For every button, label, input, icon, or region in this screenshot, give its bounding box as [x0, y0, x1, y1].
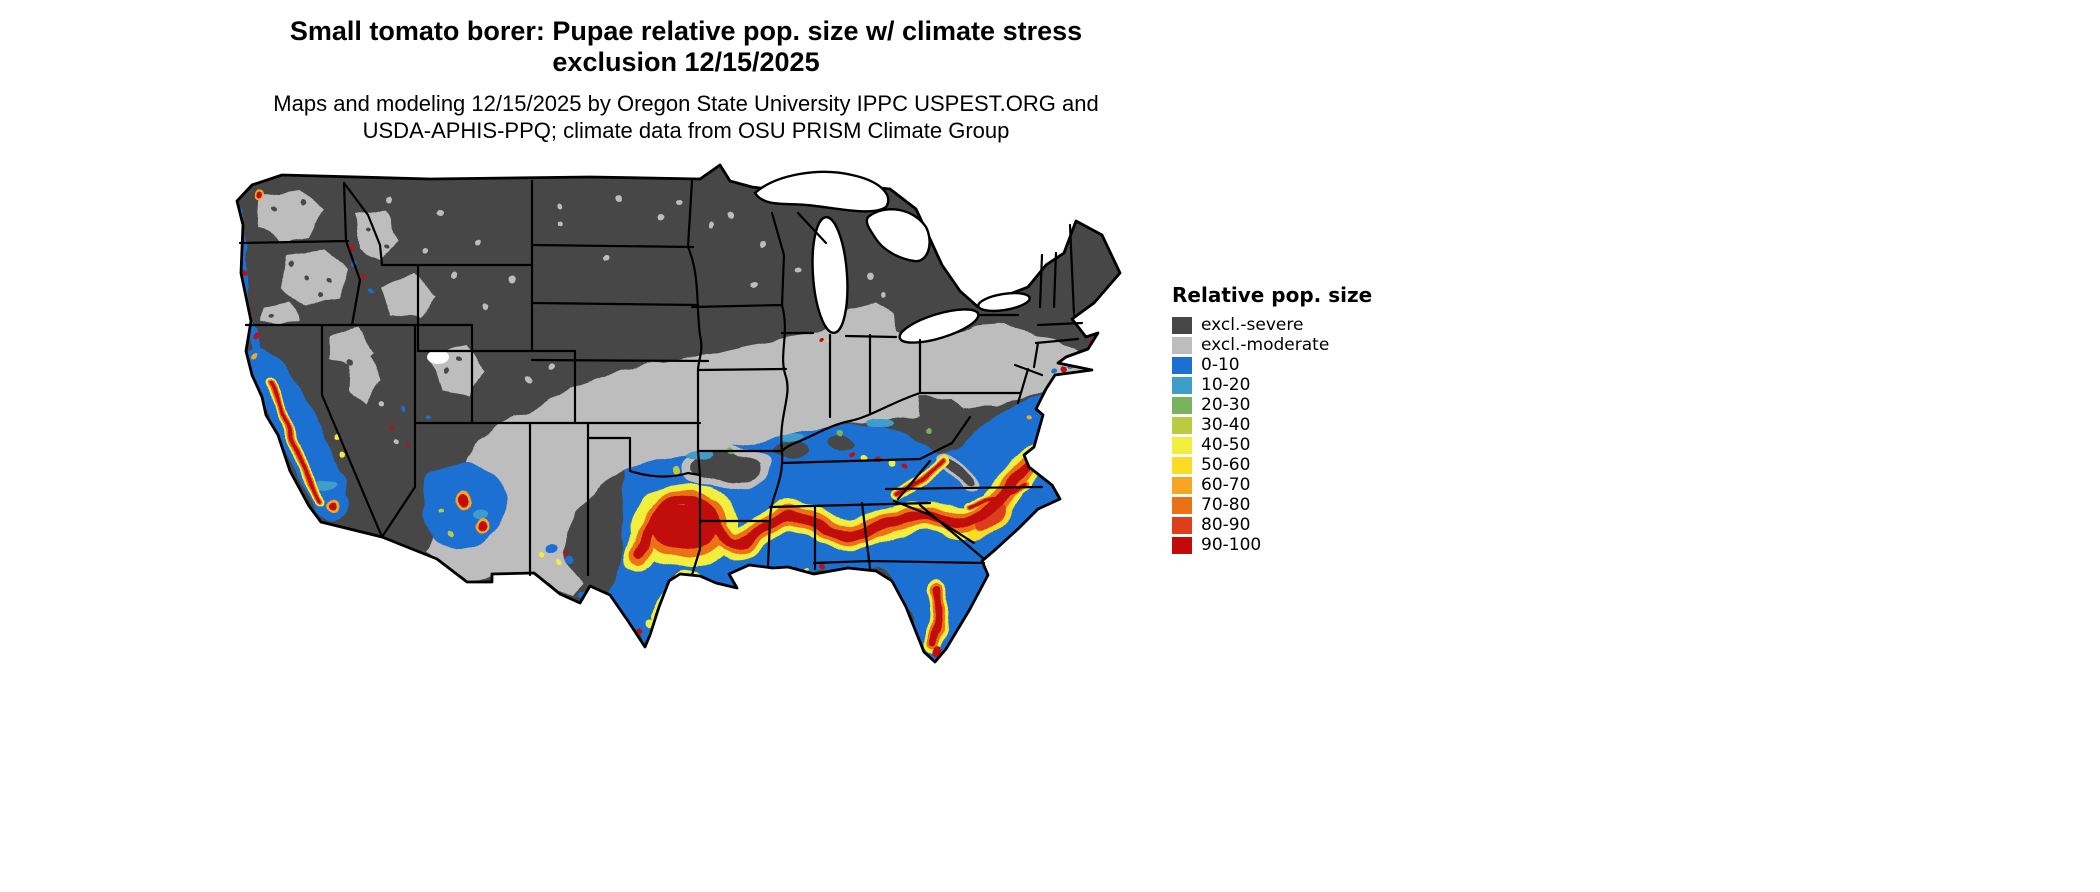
- legend-swatch: [1172, 376, 1192, 394]
- lake-erie: [898, 308, 980, 344]
- legend-item: 40-50: [1172, 435, 1372, 455]
- legend-item: 90-100: [1172, 535, 1372, 555]
- legend-swatch: [1172, 516, 1192, 534]
- lake-huron: [865, 208, 931, 263]
- state-borders: [238, 179, 1084, 577]
- legend-item-label: 10-20: [1201, 375, 1251, 395]
- legend-item-label: 90-100: [1201, 535, 1262, 555]
- region-transitional-patches: [315, 419, 933, 538]
- region-high-population-bands: [265, 376, 1047, 654]
- title-line-1: Small tomato borer: Pupae relative pop. …: [289, 16, 1083, 46]
- legend-item-label: excl.-moderate: [1201, 335, 1330, 355]
- legend-item: excl.-severe: [1172, 315, 1372, 335]
- legend-swatch: [1172, 536, 1192, 554]
- us-outline: [235, 163, 1122, 664]
- legend-item-label: 0-10: [1201, 355, 1240, 375]
- legend-swatch: [1172, 396, 1192, 414]
- legend-item: 60-70: [1172, 475, 1372, 495]
- legend-item: 80-90: [1172, 515, 1372, 535]
- great-lakes: [753, 170, 1031, 344]
- lake-michigan: [811, 215, 849, 335]
- legend-item: 10-20: [1172, 375, 1372, 395]
- legend-item: 20-30: [1172, 395, 1372, 415]
- state-borders-west: [238, 179, 702, 577]
- legend-items: excl.-severe excl.-moderate 0-10 10-20 20-30…: [1172, 315, 1372, 555]
- legend-swatch: [1172, 356, 1192, 374]
- region-exclusion-moderate-band: [426, 303, 1090, 596]
- legend-item: 30-40: [1172, 415, 1372, 435]
- legend-item-label: 30-40: [1201, 415, 1251, 435]
- us-map: [235, 163, 1122, 664]
- great-salt-lake: [427, 350, 449, 364]
- legend-item-label: excl.-severe: [1201, 315, 1304, 335]
- legend-item-label: 70-80: [1201, 495, 1251, 515]
- legend-item-label: 40-50: [1201, 435, 1251, 455]
- legend-swatch: [1172, 316, 1192, 334]
- legend-swatch: [1172, 416, 1192, 434]
- map-fill-layers: [237, 165, 1120, 662]
- lake-superior: [753, 170, 890, 213]
- state-borders-east: [768, 211, 1084, 571]
- legend-title: Relative pop. size: [1172, 283, 1373, 307]
- subtitle-line-2: USDA-APHIS-PPQ; climate data from OSU PR…: [362, 118, 1010, 143]
- figure-subtitle: Maps and modeling 12/15/2025 by Oregon S…: [0, 90, 1372, 144]
- legend-item: excl.-moderate: [1172, 335, 1372, 355]
- subtitle-line-1: Maps and modeling 12/15/2025 by Oregon S…: [273, 91, 1099, 116]
- state-borders-central: [530, 179, 815, 577]
- legend-swatch: [1172, 496, 1192, 514]
- legend-item: 70-80: [1172, 495, 1372, 515]
- legend: Relative pop. size excl.-severe excl.-mod…: [1172, 283, 1372, 555]
- figure-title: Small tomato borer: Pupae relative pop. …: [0, 16, 1372, 78]
- legend-swatch: [1172, 336, 1192, 354]
- legend-swatch: [1172, 456, 1192, 474]
- legend-item: 50-60: [1172, 455, 1372, 475]
- legend-swatch: [1172, 476, 1192, 494]
- legend-item-label: 50-60: [1201, 455, 1251, 475]
- legend-item-label: 80-90: [1201, 515, 1251, 535]
- terrain-speckle-dark: [269, 200, 463, 373]
- legend-swatch: [1172, 436, 1192, 454]
- lake-ontario: [977, 291, 1031, 313]
- legend-item-label: 20-30: [1201, 395, 1251, 415]
- legend-item-label: 60-70: [1201, 475, 1251, 495]
- title-line-2: exclusion 12/15/2025: [552, 47, 820, 77]
- legend-item: 0-10: [1172, 355, 1372, 375]
- raster-regions: [238, 189, 1095, 662]
